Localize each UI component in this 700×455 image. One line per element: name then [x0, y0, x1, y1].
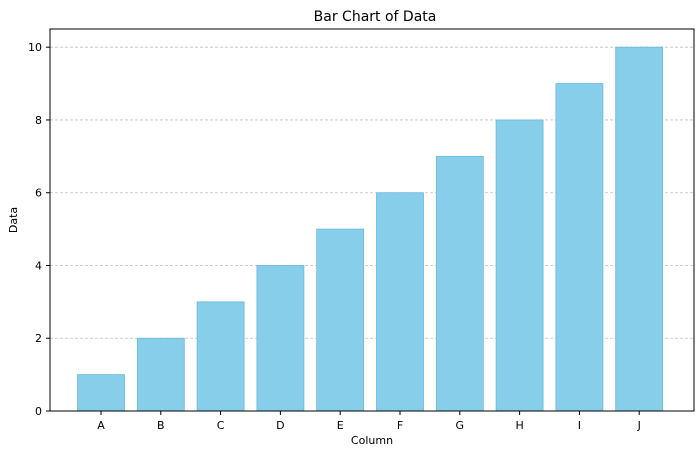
x-tick-label: I [578, 419, 581, 432]
y-axis-label: Data [7, 207, 20, 233]
x-tick-label: F [397, 419, 403, 432]
bar-D [256, 265, 305, 412]
bars [77, 46, 664, 412]
bar-E [316, 228, 365, 412]
y-tick-label: 8 [35, 114, 42, 127]
x-axis-label: Column [351, 434, 393, 447]
bar-I [555, 83, 604, 412]
y-tick-label: 2 [35, 332, 42, 345]
chart-title: Bar Chart of Data [314, 9, 437, 25]
bar-G [435, 155, 484, 412]
bar-H [495, 119, 544, 412]
y-tick-label: 4 [35, 259, 42, 272]
x-tick-label: J [637, 419, 641, 432]
y-axis-ticks: 0 2 4 6 8 10 [28, 41, 50, 418]
bar-B [136, 337, 185, 412]
x-tick-label: A [97, 419, 105, 432]
y-tick-label: 0 [35, 405, 42, 418]
x-tick-label: B [157, 419, 165, 432]
bar-J [615, 46, 664, 412]
y-tick-label: 10 [28, 41, 42, 54]
bar-F [376, 192, 424, 412]
x-tick-label: D [276, 419, 284, 432]
x-tick-label: H [515, 419, 523, 432]
plot-frame [49, 28, 695, 412]
bar-A [77, 374, 125, 412]
x-tick-label: C [217, 419, 225, 432]
x-axis-ticks: A B C D E F G H I J [97, 411, 641, 432]
x-tick-label: E [337, 419, 344, 432]
y-tick-label: 6 [35, 187, 42, 200]
bar-C [196, 301, 245, 412]
x-tick-label: G [456, 419, 465, 432]
